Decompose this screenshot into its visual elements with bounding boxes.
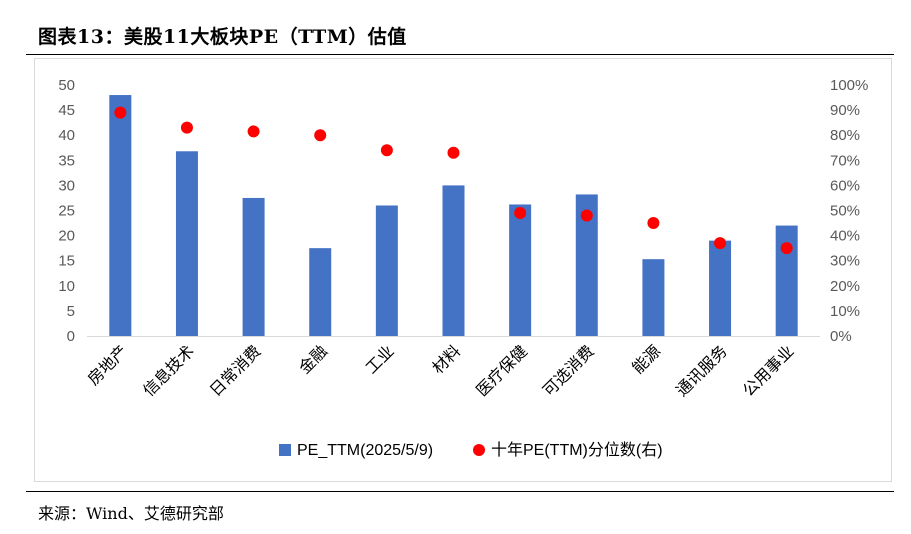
x-category-label: 金融 <box>295 341 331 377</box>
y-right-tick-label: 20% <box>830 278 860 295</box>
x-category-label: 信息技术 <box>139 341 198 400</box>
chart-panel: 0 5 10 15 20 25 30 35 40 45 50 0% 10% 20% 30% 40% 50% 60%… <box>34 58 892 482</box>
bar <box>509 204 532 336</box>
bar <box>175 151 198 336</box>
bar <box>109 95 132 336</box>
top-divider <box>26 54 894 55</box>
x-category-label: 工业 <box>362 341 398 377</box>
legend-bar-label: PE_TTM(2025/5/9) <box>297 442 433 459</box>
x-category-label: 能源 <box>628 341 664 377</box>
bar <box>775 225 798 336</box>
x-category-label: 公用事业 <box>739 341 798 400</box>
scatter-point <box>380 144 393 157</box>
y-left-tick-label: 15 <box>58 253 75 270</box>
legend-dot-label: 十年PE(TTM)分位数(右) <box>491 441 663 459</box>
y-right-tick-label: 80% <box>830 127 860 144</box>
scatter-point <box>447 146 460 159</box>
chart-title: 图表13：美股11大板块PE（TTM）估值 <box>38 26 407 48</box>
x-category-label: 材料 <box>428 341 464 377</box>
legend-dot-swatch <box>473 444 485 456</box>
y-right-tick-label: 40% <box>830 228 860 245</box>
scatter-point <box>780 242 793 255</box>
chart-svg: 0 5 10 15 20 25 30 35 40 45 50 0% 10% 20% 30% 40% 50% 60%… <box>58 77 868 459</box>
scatter-point <box>580 209 593 222</box>
bar <box>375 205 398 336</box>
y-right-tick-label: 100% <box>830 77 868 94</box>
y-right-tick-label: 0% <box>830 328 852 345</box>
y-left-tick-label: 5 <box>67 303 75 320</box>
x-category-label: 可选消费 <box>539 341 598 400</box>
y-right-tick-label: 60% <box>830 177 860 194</box>
scatter-point <box>114 106 127 119</box>
y-left-tick-label: 10 <box>58 278 75 295</box>
y-left-tick-label: 20 <box>58 228 75 245</box>
bar <box>442 185 465 336</box>
legend-bar-swatch <box>279 444 291 456</box>
bar <box>709 240 732 336</box>
source-note: 来源：Wind、艾德研究部 <box>38 504 224 523</box>
scatter-point <box>314 129 327 142</box>
y-left-tick-label: 50 <box>58 77 75 94</box>
scatter-point <box>180 121 193 134</box>
bar <box>309 248 332 336</box>
y-left-tick-label: 25 <box>58 203 75 220</box>
y-left-tick-label: 30 <box>58 177 75 194</box>
y-right-tick-label: 70% <box>830 152 860 169</box>
y-right-tick-label: 10% <box>830 303 860 320</box>
bar <box>575 194 598 336</box>
y-right-tick-label: 30% <box>830 253 860 270</box>
scatter-point <box>514 207 527 220</box>
scatter-point <box>247 125 260 138</box>
bottom-divider <box>26 491 894 492</box>
x-category-label: 通讯服务 <box>672 341 731 400</box>
bar <box>642 259 665 336</box>
x-category-label: 日常消费 <box>206 341 265 400</box>
y-left-tick-label: 35 <box>58 152 75 169</box>
y-left-tick-label: 0 <box>67 328 75 345</box>
y-left-tick-label: 45 <box>58 102 75 119</box>
y-left-tick-label: 40 <box>58 127 75 144</box>
x-category-label: 医疗保健 <box>472 341 531 400</box>
scatter-point <box>647 217 660 230</box>
y-right-tick-label: 50% <box>830 203 860 220</box>
scatter-point <box>714 237 727 250</box>
y-right-tick-label: 90% <box>830 102 860 119</box>
x-category-label: 房地产 <box>84 341 131 388</box>
bar <box>242 197 265 336</box>
